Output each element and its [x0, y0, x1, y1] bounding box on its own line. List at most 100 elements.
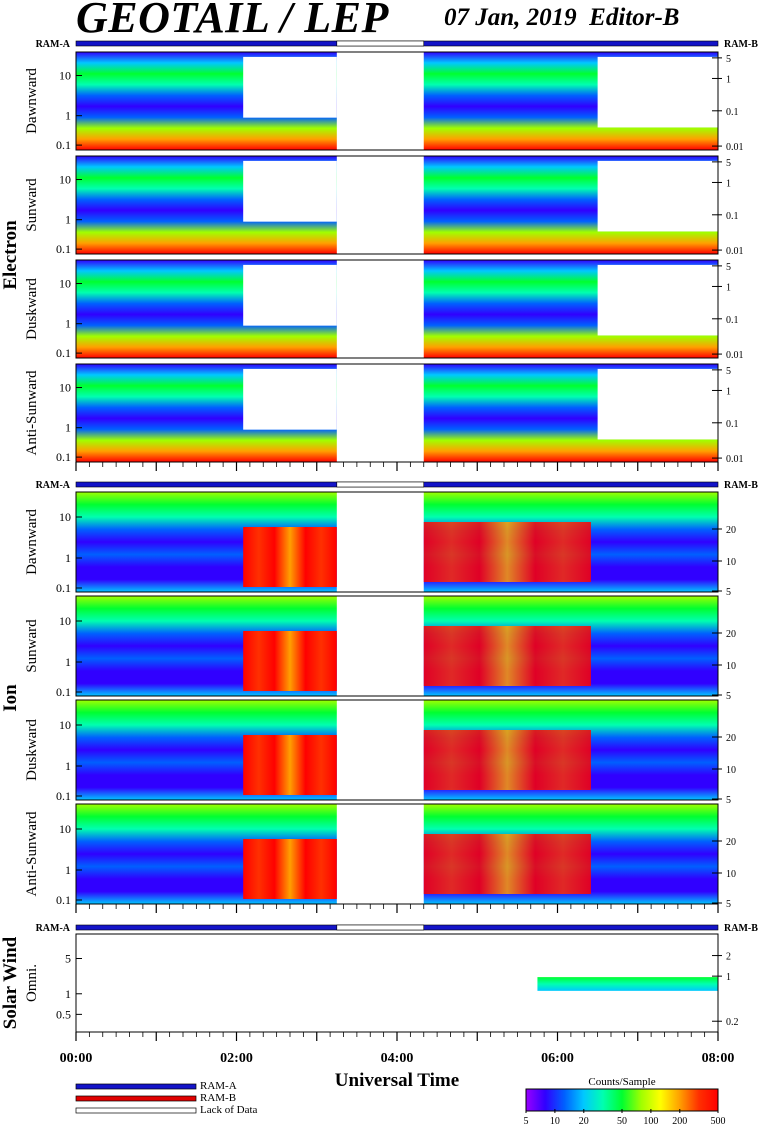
panel-0-2-left-tick: 10	[59, 277, 71, 291]
panel-1-2-hot-band	[243, 735, 337, 795]
panel-1-2-left-tick: 0.1	[56, 789, 71, 803]
ram-a-label: RAM-A	[36, 923, 71, 934]
panel-0-1-left-tick: 10	[59, 173, 71, 187]
panel-2-0-left-tick: 5	[65, 952, 71, 966]
ram-a-label: RAM-A	[36, 480, 71, 491]
panel-0-3-sparse-region	[243, 368, 337, 430]
panel-1-2-right-tick: 5	[726, 795, 731, 806]
colorbar-tick-label: 200	[672, 1116, 687, 1127]
panel-1-0-left-tick: 0.1	[56, 581, 71, 595]
panel-0-0-right-tick: 1	[726, 74, 731, 85]
x-tick-label: 06:00	[541, 1051, 574, 1066]
panel-0-2-right-tick: 0.1	[726, 315, 739, 326]
panel-1-3-right-tick: 20	[726, 837, 736, 848]
legend-ram-b-swatch	[75, 1095, 197, 1102]
panel-2-0-left-tick: 0.5	[56, 1007, 71, 1021]
panel-1-2-hot-band-late	[423, 730, 591, 790]
panel-0-2-right-tick: 5	[726, 262, 731, 273]
panel-1-0-label: Dawnward	[24, 509, 40, 575]
panel-1-0-left-tick: 10	[59, 510, 71, 524]
panel-0-2-sparse-region	[243, 264, 337, 326]
panel-1-1-left-tick: 0.1	[56, 685, 71, 699]
panel-0-1-right-tick: 5	[726, 158, 731, 169]
panel-0-2-right-tick: 1	[726, 282, 731, 293]
x-tick-label: 08:00	[702, 1051, 735, 1066]
legend-lack-of-data-swatch	[75, 1107, 197, 1114]
panel-1-3-left-tick: 10	[59, 822, 71, 836]
colorbar-tick-label: 500	[711, 1116, 726, 1127]
panel-1-3-left-tick: 0.1	[56, 893, 71, 907]
colorbar-tick-label: 10	[550, 1116, 560, 1127]
panel-0-0-label: Dawnward	[24, 68, 40, 134]
panel-2-0-right-tick: 0.2	[726, 1017, 739, 1028]
panel-1-0-right-tick: 5	[726, 587, 731, 598]
panel-0-2-label: Duskward	[24, 278, 40, 340]
panel-0-0-right-tick: 0.1	[726, 107, 739, 118]
colorbar-tick-label: 50	[617, 1116, 627, 1127]
panel-1-3-hot-band-late	[423, 834, 591, 894]
panel-2-0-right-tick: 2	[726, 952, 731, 963]
panel-0-0-left-tick: 1	[65, 109, 71, 123]
panel-1-1-label: Sunward	[24, 619, 40, 673]
legend-ram-a-swatch	[75, 1083, 197, 1090]
ram-a-label: RAM-A	[36, 39, 71, 50]
panel-1-0-hot-band	[243, 527, 337, 587]
panel-0-3-left-tick: 1	[65, 421, 71, 435]
panel-0-2-right-tick: 0.01	[726, 350, 744, 361]
panel-1-3-right-tick: 5	[726, 899, 731, 910]
panel-1-0-hot-band-late	[423, 522, 591, 582]
panel-0-3-right-tick: 0.01	[726, 454, 744, 465]
x-axis-label: Universal Time	[335, 1070, 459, 1091]
panel-1-1-right-tick: 10	[726, 661, 736, 672]
panel-1-1-hot-band	[243, 631, 337, 691]
x-tick-label: 04:00	[381, 1051, 414, 1066]
panel-1-3-label: Anti-Sunward	[24, 811, 40, 896]
panel-1-1-right-tick: 20	[726, 629, 736, 640]
panel-0-2-left-tick: 1	[65, 317, 71, 331]
ram-b-label: RAM-B	[724, 480, 758, 491]
panel-0-1-right-tick: 1	[726, 178, 731, 189]
panel-0-3-right-tick: 1	[726, 386, 731, 397]
panel-0-1-left-tick: 1	[65, 213, 71, 227]
panel-1-2-right-tick: 10	[726, 765, 736, 776]
panel-1-2-left-tick: 10	[59, 718, 71, 732]
panel-0-3-sparse-region-late	[597, 368, 718, 440]
panel-0-3-left-tick: 10	[59, 381, 71, 395]
legend-lack-of-data-label: Lack of Data	[200, 1104, 258, 1116]
panel-0-1-sparse-region	[243, 160, 337, 222]
panel-1-1-left-tick: 1	[65, 655, 71, 669]
x-tick-label: 02:00	[220, 1051, 253, 1066]
panel-1-0-right-tick: 20	[726, 525, 736, 536]
panel-1-3-left-tick: 1	[65, 863, 71, 877]
panel-0-1-sparse-region-late	[597, 160, 718, 232]
legend-ram-a-label: RAM-A	[200, 1080, 237, 1092]
panel-0-0-left-tick: 10	[59, 69, 71, 83]
panel-1-3-right-tick: 10	[726, 869, 736, 880]
panel-0-3-left-tick: 0.1	[56, 450, 71, 464]
panel-0-1-label: Sunward	[24, 178, 40, 232]
panel-1-1-frame	[75, 595, 719, 697]
colorbar-title: Counts/Sample	[588, 1076, 655, 1088]
panel-2-0-left-tick: 1	[65, 987, 71, 1001]
panel-0-3-right-tick: 0.1	[726, 419, 739, 430]
panel-1-2-left-tick: 1	[65, 759, 71, 773]
editor-label: Editor-B	[589, 4, 680, 31]
panel-0-3-right-tick: 5	[726, 366, 731, 377]
ram-gap-electron	[336, 40, 425, 47]
colorbar-tick-label: 5	[524, 1116, 529, 1127]
panel-0-2-left-tick: 0.1	[56, 346, 71, 360]
panel-0-0-right-tick: 0.01	[726, 142, 744, 153]
colorbar-tick-label: 100	[643, 1116, 658, 1127]
panel-2-0-right-tick: 1	[726, 972, 731, 983]
panel-0-2-frame	[75, 259, 719, 359]
panel-1-0-left-tick: 1	[65, 551, 71, 565]
colorbar-tick-label: 20	[579, 1116, 589, 1127]
figure-subtitle: 07 Jan, 2019 Editor-B	[444, 4, 679, 32]
group-label-solar-wind: Solar Wind	[0, 936, 21, 1029]
date-label: 07 Jan, 2019	[444, 4, 577, 31]
panel-0-0-frame	[75, 51, 719, 151]
panel-2-0-label: Omni.	[24, 964, 40, 1002]
panel-2-0-omni-band	[537, 977, 718, 991]
panel-1-0-frame	[75, 491, 719, 593]
